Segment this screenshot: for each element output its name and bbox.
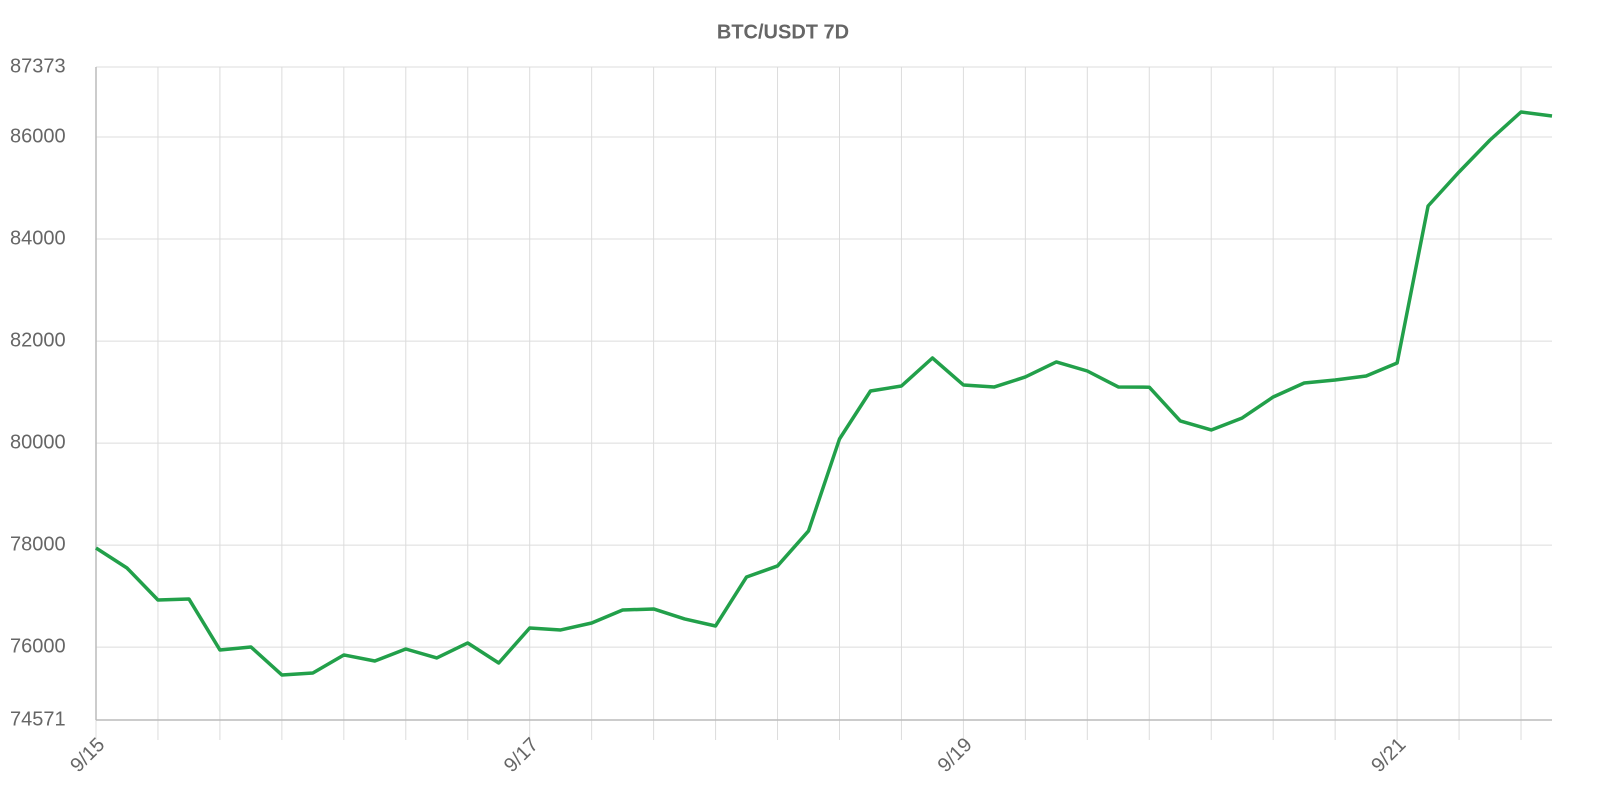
y-tick-label: 74571: [10, 708, 66, 730]
y-tick-label: 82000: [10, 329, 66, 351]
y-tick-label: 80000: [10, 431, 66, 453]
y-tick-label: 78000: [10, 533, 66, 555]
x-tick-label: 9/17: [500, 734, 543, 777]
price-line: [95, 110, 1553, 677]
y-tick-label: 86000: [10, 125, 66, 147]
x-tick-label: 9/15: [66, 734, 109, 777]
y-tick-label: 84000: [10, 227, 66, 249]
y-tick-label: 87373: [10, 55, 66, 77]
y-tick-label: 76000: [10, 635, 66, 657]
x-tick-label: 9/19: [934, 734, 977, 777]
x-tick-label: 9/21: [1367, 734, 1410, 777]
chart-title: BTC/USDT 7D: [717, 21, 849, 43]
